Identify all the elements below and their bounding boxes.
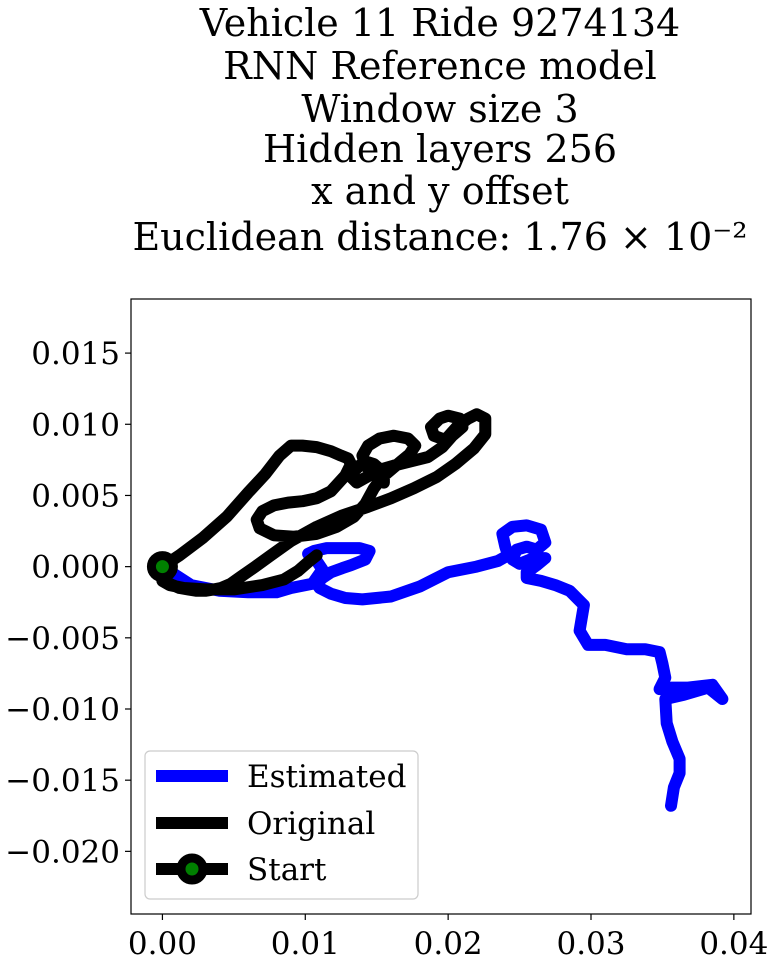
title-line-2: Window size 3 bbox=[301, 87, 578, 131]
y-tick-label: 0.015 bbox=[31, 336, 120, 372]
y-tick-label: 0.005 bbox=[31, 478, 120, 514]
x-tick-label: 0.04 bbox=[699, 926, 768, 962]
y-tick-label: 0.000 bbox=[31, 550, 120, 586]
title-line-5: Euclidean distance: 1.76 × 10⁻² bbox=[132, 215, 747, 259]
x-tick-label: 0.00 bbox=[128, 926, 197, 962]
title-line-4: x and y offset bbox=[311, 169, 569, 213]
legend-label-start: Start bbox=[247, 852, 327, 888]
y-axis: 0.015 0.010 0.005 0.000 −0.005 −0.010 −0.015 −0… bbox=[5, 336, 131, 870]
legend: Estimated Original Start bbox=[144, 750, 419, 900]
title-line-3: Hidden layers 256 bbox=[263, 127, 617, 171]
series-line-estimated bbox=[156, 519, 729, 812]
legend-label-original: Original bbox=[247, 806, 375, 842]
y-tick-label: −0.005 bbox=[5, 621, 120, 657]
start-marker bbox=[146, 551, 178, 583]
series-group bbox=[146, 408, 729, 812]
x-axis: 0.00 0.01 0.02 0.03 0.04 bbox=[128, 914, 768, 962]
x-tick-label: 0.03 bbox=[556, 926, 625, 962]
series-line-original bbox=[156, 408, 492, 597]
legend-box bbox=[144, 750, 419, 900]
title-line-1: RNN Reference model bbox=[223, 44, 657, 88]
y-tick-label: 0.010 bbox=[31, 407, 120, 443]
plot-frame bbox=[130, 298, 752, 915]
legend-start-marker bbox=[176, 853, 208, 885]
title-line-0: Vehicle 11 Ride 9274134 bbox=[199, 1, 680, 45]
y-tick-label: −0.010 bbox=[5, 692, 120, 728]
y-tick-label: −0.015 bbox=[5, 763, 120, 799]
x-tick-label: 0.02 bbox=[414, 926, 483, 962]
legend-label-estimated: Estimated bbox=[247, 759, 406, 795]
x-tick-label: 0.01 bbox=[271, 926, 340, 962]
y-tick-label: −0.020 bbox=[5, 834, 120, 870]
